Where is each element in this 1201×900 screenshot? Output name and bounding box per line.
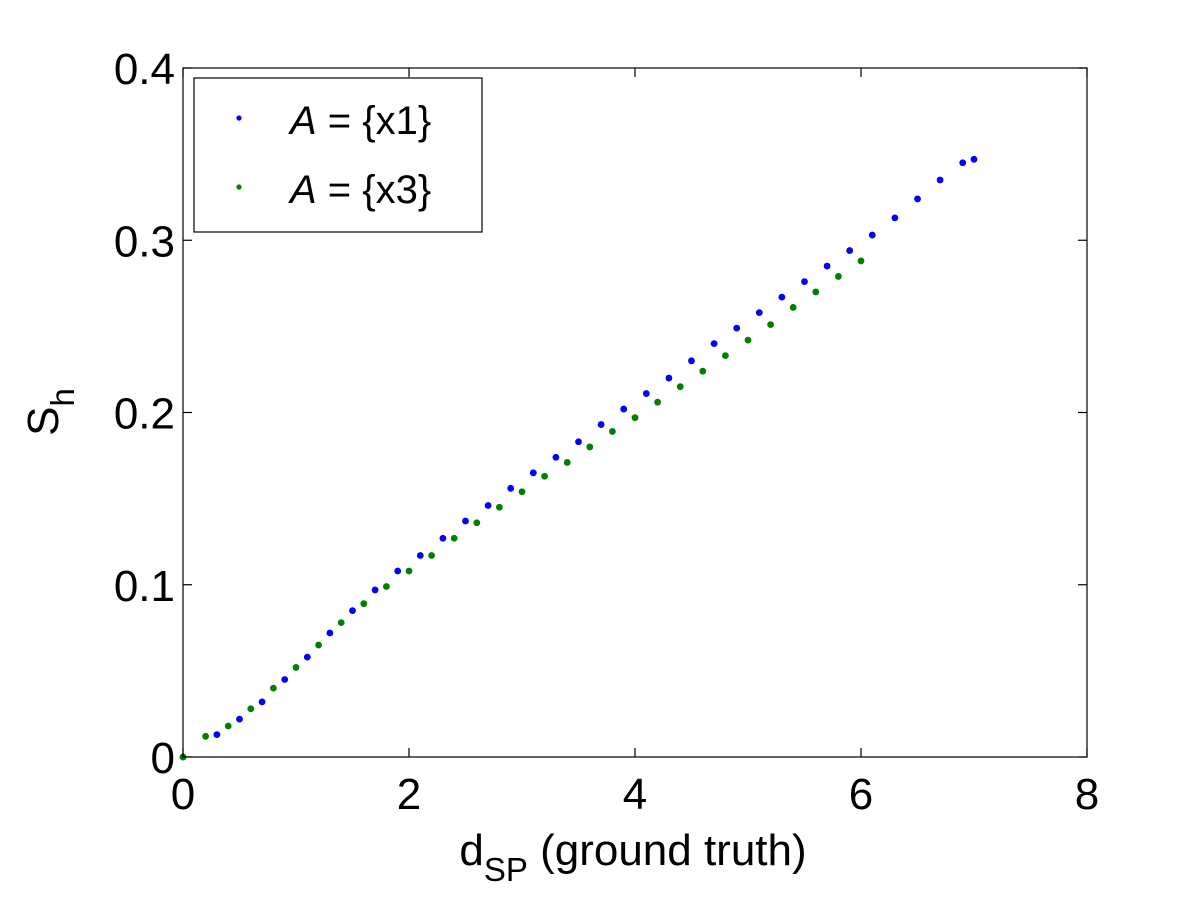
data-point bbox=[575, 438, 582, 446]
x-tick-label: 6 bbox=[849, 770, 873, 819]
x-tick-label: 4 bbox=[623, 770, 647, 819]
legend-marker-x3 bbox=[236, 184, 242, 190]
data-point bbox=[868, 231, 876, 239]
series-x1 bbox=[179, 155, 978, 761]
data-point bbox=[665, 374, 673, 382]
data-point bbox=[383, 583, 390, 590]
data-point bbox=[473, 519, 481, 527]
data-point bbox=[744, 336, 752, 344]
data-point bbox=[292, 664, 300, 671]
y-tick-label: 0.3 bbox=[114, 217, 175, 266]
x-tick-label: 2 bbox=[397, 770, 421, 819]
data-point bbox=[733, 324, 741, 332]
y-tick-label: 0.2 bbox=[114, 390, 175, 439]
data-point bbox=[620, 405, 628, 413]
data-point bbox=[710, 340, 718, 347]
data-point bbox=[416, 552, 424, 559]
data-point bbox=[224, 722, 232, 730]
data-point bbox=[846, 247, 854, 254]
data-point bbox=[631, 414, 639, 422]
legend-entry-x3: A = {x3} bbox=[288, 168, 431, 212]
data-point bbox=[213, 731, 221, 739]
legend: A = {x1} A = {x3} bbox=[193, 77, 483, 233]
data-point bbox=[835, 273, 842, 280]
data-point bbox=[801, 278, 808, 285]
data-point bbox=[654, 398, 661, 406]
data-point bbox=[586, 443, 594, 451]
data-point bbox=[281, 676, 289, 683]
y-tick-label: 0.4 bbox=[114, 45, 175, 94]
data-point bbox=[349, 607, 356, 614]
x-tick-label: 0 bbox=[171, 770, 195, 819]
data-point bbox=[857, 257, 865, 265]
data-point bbox=[337, 619, 345, 627]
data-point bbox=[462, 517, 469, 525]
y-tick-label: 0 bbox=[151, 734, 175, 783]
data-point bbox=[597, 421, 605, 428]
data-point bbox=[936, 176, 944, 184]
axis-ticks bbox=[182, 67, 1088, 758]
data-point bbox=[428, 552, 435, 559]
data-point bbox=[371, 586, 379, 594]
axis-tick-labels: 0 2 4 6 8 0 0.1 0.2 0.3 0.4 bbox=[114, 45, 1099, 819]
data-point bbox=[247, 705, 255, 713]
data-point bbox=[914, 195, 921, 203]
data-point bbox=[496, 503, 503, 511]
series-x3 bbox=[179, 257, 865, 761]
data-point bbox=[518, 488, 526, 496]
data-point bbox=[563, 459, 571, 466]
data-point bbox=[270, 684, 277, 692]
data-point bbox=[529, 469, 537, 477]
data-point bbox=[699, 367, 707, 375]
data-point bbox=[360, 600, 368, 608]
data-point bbox=[778, 293, 786, 301]
y-axis-label: Sh bbox=[19, 388, 81, 436]
data-point bbox=[823, 262, 831, 270]
data-point bbox=[258, 698, 266, 706]
data-point bbox=[812, 288, 820, 296]
data-point bbox=[326, 629, 334, 637]
data-point bbox=[609, 428, 616, 435]
data-point bbox=[315, 641, 322, 649]
x-axis-label: dSP (ground truth) bbox=[459, 826, 806, 888]
data-points-layer bbox=[179, 155, 978, 761]
data-point bbox=[722, 352, 729, 360]
data-point bbox=[541, 472, 548, 480]
legend-box bbox=[193, 77, 483, 233]
legend-entry-x1: A = {x1} bbox=[288, 99, 431, 143]
data-point bbox=[676, 383, 684, 391]
data-point bbox=[959, 159, 967, 167]
x-tick-label: 8 bbox=[1075, 770, 1099, 819]
data-point bbox=[450, 534, 458, 542]
data-point bbox=[439, 534, 447, 542]
data-point bbox=[236, 715, 243, 723]
y-tick-label: 0.1 bbox=[114, 562, 175, 611]
data-point bbox=[789, 304, 797, 311]
data-point bbox=[303, 653, 311, 661]
data-point bbox=[767, 321, 774, 329]
data-point bbox=[642, 390, 650, 397]
data-point bbox=[484, 502, 492, 509]
data-point bbox=[970, 155, 978, 163]
data-point bbox=[507, 484, 515, 492]
legend-marker-x1 bbox=[236, 115, 242, 121]
data-point bbox=[202, 732, 210, 740]
data-point bbox=[688, 357, 695, 365]
data-point bbox=[891, 214, 899, 222]
data-point bbox=[755, 309, 763, 316]
data-point bbox=[552, 453, 560, 461]
data-point bbox=[394, 567, 402, 575]
data-point bbox=[405, 567, 413, 575]
